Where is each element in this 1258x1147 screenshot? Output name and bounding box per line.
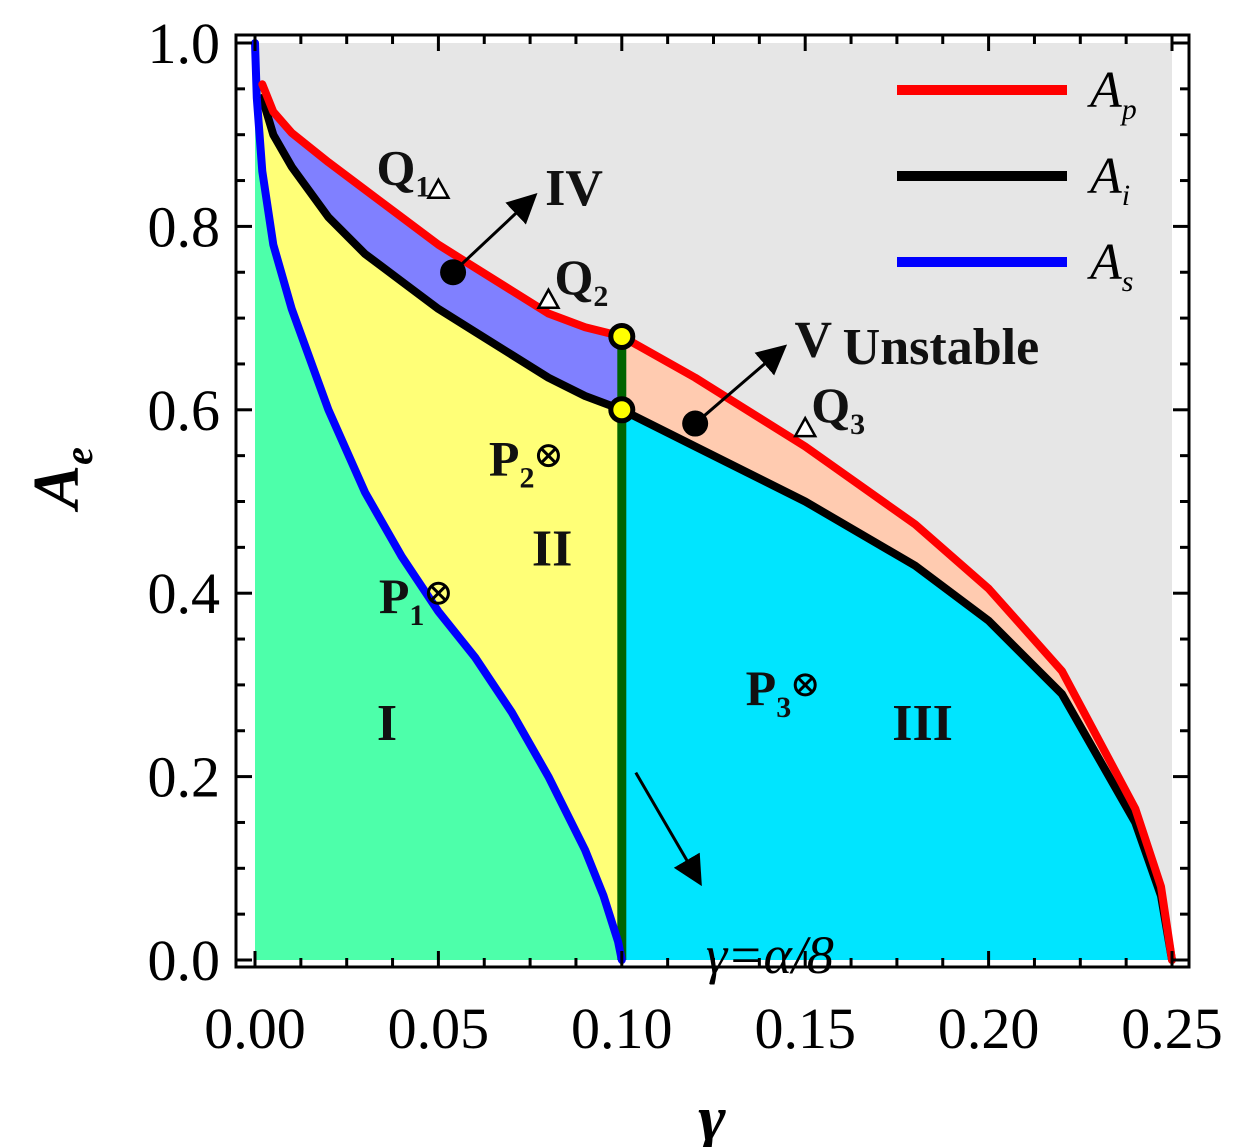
region-label-ii: II: [532, 521, 572, 578]
region-label-unstable: Unstable: [843, 319, 1039, 376]
region-fills: [255, 43, 1172, 960]
marker-label-sub: 2: [519, 462, 534, 495]
region-label-v: V: [795, 311, 833, 368]
region-label-i: I: [377, 695, 397, 752]
x-axis-title: γ: [698, 1082, 726, 1147]
marker-label-sub: 3: [776, 691, 791, 724]
critical-point-marker: [608, 322, 636, 350]
legend-label-sub: p: [1120, 93, 1137, 126]
marker-p2-cross-b: [540, 447, 557, 464]
region-label-iii: III: [892, 695, 953, 752]
series-line-ai: [258, 94, 1176, 964]
marker-q2: [536, 287, 561, 310]
marker-q3: [793, 415, 818, 438]
marker-p3-cross-b: [797, 676, 814, 693]
axis-ticks: 0.00 0.05 0.10 0.15 0.20 0.25 0.0 0.2 0.4 0.6 0.8 1…: [148, 11, 1223, 1061]
region-v-fill: [621, 336, 1172, 960]
marker-label-sub: 2: [593, 280, 608, 313]
x-tick-label: 0.10: [571, 996, 673, 1061]
marker-p2: [536, 444, 560, 468]
x-tick-label: 0.05: [388, 996, 490, 1061]
region-i-fill: [255, 43, 622, 960]
region-iv-arrow: [452, 193, 538, 274]
series-line-as: [251, 39, 626, 964]
marker-label-sub: 1: [409, 599, 424, 632]
legend-label-s: As: [1087, 234, 1133, 298]
region-ii-fill: [255, 43, 622, 960]
series-line-ap: [258, 80, 1176, 964]
marker-p3: [793, 673, 817, 697]
y-tick-label: 1.0: [148, 11, 221, 76]
y-tick-label: 0.4: [148, 561, 221, 626]
legend-label-sub: i: [1122, 179, 1130, 212]
y-axis-title-sub: e: [56, 447, 101, 465]
y-tick-label: 0.0: [148, 928, 221, 993]
marker-p1: [426, 581, 450, 605]
legend-label-sub: s: [1122, 265, 1134, 298]
y-axis-title-main: A: [20, 465, 93, 513]
marker-p1-cross-b: [430, 585, 447, 602]
x-tick-label: 0.25: [1121, 996, 1223, 1061]
critical-point-marker: [608, 396, 636, 424]
vertical-line-annotation-arrow: [634, 771, 702, 887]
marker-label-p3: P3: [746, 660, 792, 724]
region-v-arrow: [694, 344, 788, 425]
x-tick-label: 0.00: [204, 996, 306, 1061]
x-tick-label: 0.15: [754, 996, 856, 1061]
y-tick-label: 0.2: [148, 745, 221, 810]
series-lines: [251, 39, 1176, 964]
marker-label-sub: 1: [415, 171, 430, 204]
marker-label-sub: 3: [850, 408, 865, 441]
svg-text:Ae: Ae: [20, 447, 101, 513]
y-tick-label: 0.8: [148, 194, 221, 259]
y-axis-title: Ae: [20, 447, 101, 513]
region-iii-fill: [621, 409, 1172, 960]
region-label-iv: IV: [545, 160, 603, 217]
marker-q1: [426, 177, 451, 199]
y-tick-label: 0.6: [148, 378, 221, 443]
x-tick-label: 0.20: [938, 996, 1040, 1061]
vertical-line-annotation: γ=α/8: [706, 925, 834, 985]
